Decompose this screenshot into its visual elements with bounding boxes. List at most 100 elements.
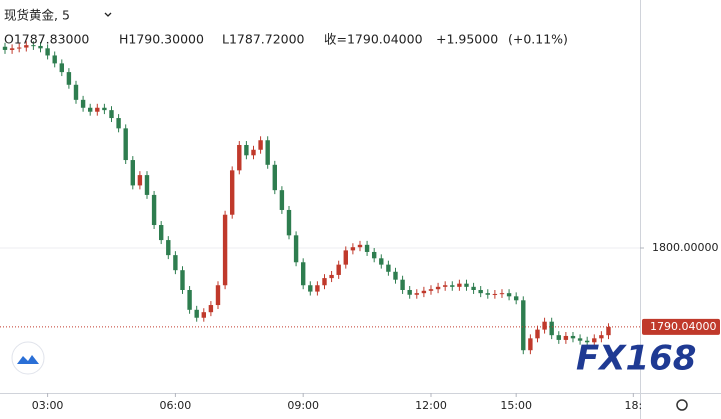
candle-body <box>45 48 50 56</box>
candle-body <box>59 63 64 73</box>
candle-body <box>421 290 427 294</box>
candle-body <box>87 107 93 112</box>
last-price-label: 1790.04000 <box>650 320 716 333</box>
candle-body <box>471 286 476 290</box>
candle-body <box>300 262 306 286</box>
candle-body <box>109 110 114 119</box>
candle-body <box>258 140 263 150</box>
candle-body <box>95 107 100 112</box>
candle-body <box>478 289 483 294</box>
candle-body <box>201 312 206 318</box>
candle-body <box>393 271 398 280</box>
candle-body <box>435 286 441 290</box>
candle-body <box>286 209 292 236</box>
candle-body <box>215 285 221 306</box>
change-pct-label: (+0.11%) <box>508 32 568 47</box>
candle-body <box>237 144 242 171</box>
interval-chevron[interactable] <box>104 12 112 17</box>
high-label: H1790.30000 <box>119 32 204 47</box>
candle-body <box>308 285 313 292</box>
candle-body <box>208 305 214 313</box>
candle-body <box>549 321 554 336</box>
candle-body <box>336 264 341 275</box>
candle-body <box>229 170 235 215</box>
candle-body <box>52 55 57 64</box>
candle-body <box>130 160 135 186</box>
candle-body <box>606 326 611 336</box>
candle-body <box>528 338 533 351</box>
candle-body <box>123 128 128 161</box>
y-tick-label: 1800.00000 <box>652 241 718 254</box>
candle-body <box>457 283 462 287</box>
candle-body <box>272 164 277 191</box>
candle-body <box>16 47 22 49</box>
candle-body <box>73 84 79 100</box>
candle-body <box>31 45 36 47</box>
candle-body <box>293 235 299 263</box>
x-tick-label: 06:00 <box>160 399 192 412</box>
candle-body <box>485 293 490 295</box>
candle-body <box>329 274 334 279</box>
candle-body <box>577 338 583 341</box>
candle-body <box>9 48 15 50</box>
candle-body <box>187 289 192 310</box>
candle-body <box>158 225 164 241</box>
candle-body <box>599 335 604 339</box>
candle-body <box>450 285 455 287</box>
candle-body <box>364 244 370 252</box>
candle-body <box>144 175 150 195</box>
candle-body <box>166 240 171 256</box>
candle-body <box>371 251 377 259</box>
x-tick-label: 03:00 <box>32 399 64 412</box>
candle-body <box>180 270 185 290</box>
candle-body <box>400 279 405 290</box>
candle-body <box>244 144 249 156</box>
candle-body <box>499 293 505 295</box>
candle-body <box>2 46 8 50</box>
candle-body <box>116 118 121 129</box>
last-price-tag <box>642 318 720 335</box>
candle-body <box>350 247 356 251</box>
x-tick-label: 09:00 <box>287 399 319 412</box>
candle-body <box>563 335 569 340</box>
candle-body <box>251 149 256 156</box>
candle-body <box>570 335 576 339</box>
candle-body <box>24 45 29 48</box>
low-label: L1787.72000 <box>222 32 305 47</box>
candle-body <box>151 194 157 226</box>
candle-body <box>592 338 597 343</box>
candle-body <box>521 300 526 351</box>
candle-body <box>322 278 327 286</box>
plot-area <box>0 41 640 355</box>
candle-body <box>80 99 86 108</box>
candle-body <box>173 255 178 271</box>
candle-body <box>66 72 72 85</box>
candle-body <box>102 107 107 111</box>
logo-button[interactable] <box>11 341 45 375</box>
candle-body <box>535 329 540 339</box>
candle-body <box>414 293 419 295</box>
candle-body <box>506 293 512 297</box>
candle-body <box>222 214 228 286</box>
x-tick-label: 12:00 <box>415 399 447 412</box>
candle-body <box>357 244 363 248</box>
candle-body <box>137 175 143 186</box>
candle-body <box>386 264 391 272</box>
candle-body <box>407 289 412 295</box>
open-label: O1787.83000 <box>4 32 89 47</box>
candle-body <box>584 340 590 343</box>
x-tick-label: 18: <box>624 399 642 412</box>
candle-body <box>279 190 285 210</box>
settings-icon[interactable] <box>676 399 688 411</box>
candle-body <box>265 140 270 165</box>
candle-body <box>379 258 384 265</box>
chart-title[interactable]: 现货黄金, 5 <box>4 8 70 23</box>
candle-body <box>343 250 348 265</box>
watermark: FX168 <box>576 339 696 379</box>
close-label: 收=1790.04000 <box>324 32 423 47</box>
candle-body <box>442 285 448 287</box>
candle-body <box>194 309 199 318</box>
